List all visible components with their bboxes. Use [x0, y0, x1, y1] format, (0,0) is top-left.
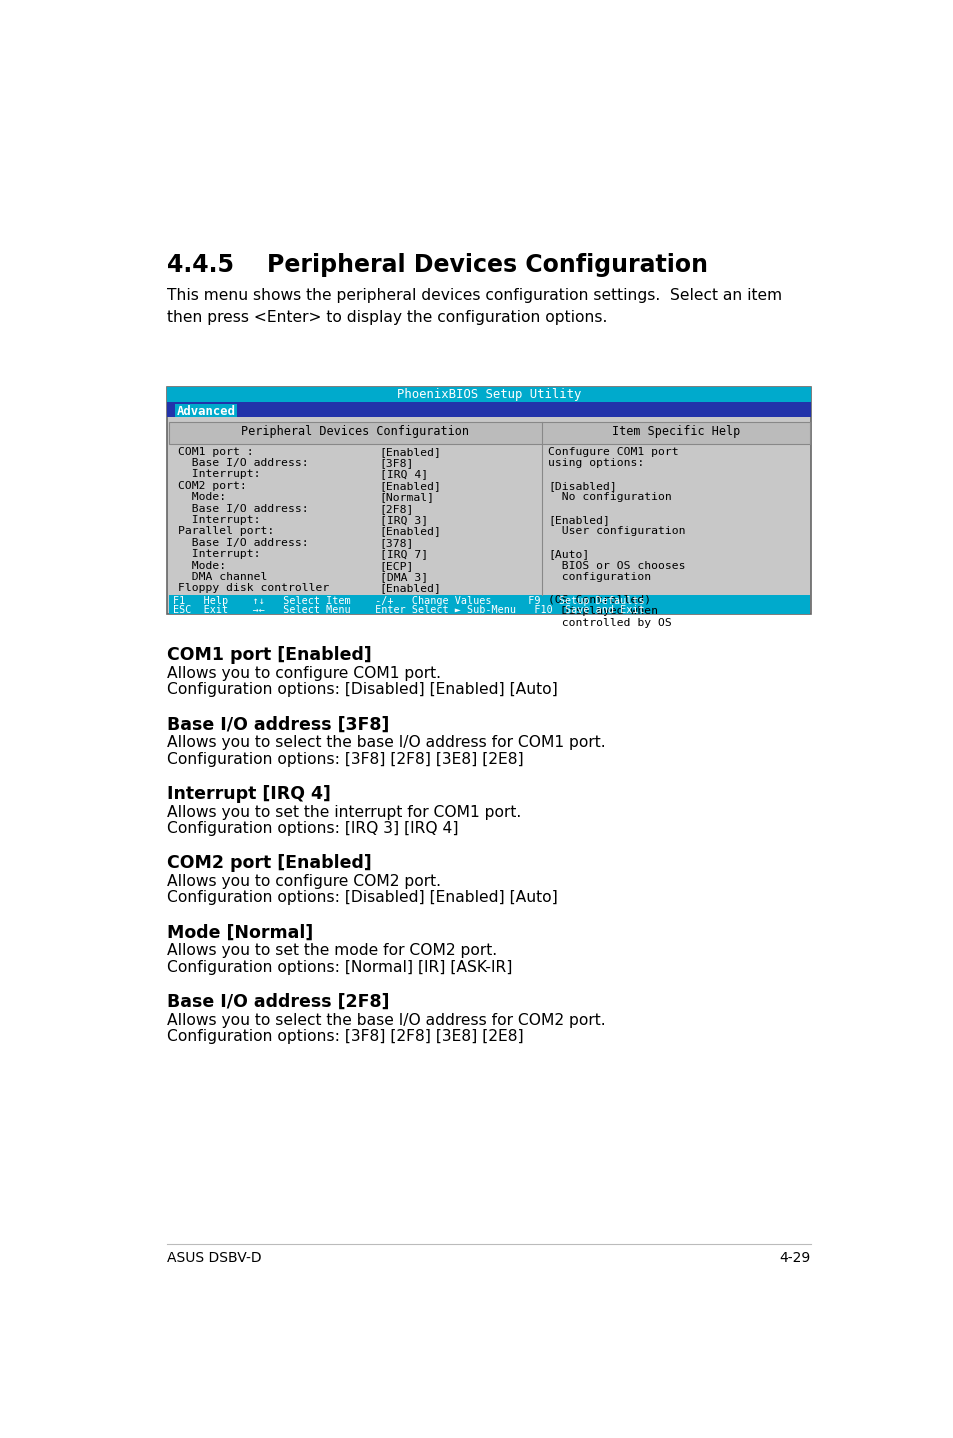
Text: Base I/O address:: Base I/O address:: [178, 538, 309, 548]
Text: Floppy disk controller: Floppy disk controller: [178, 584, 329, 594]
Text: Base I/O address [2F8]: Base I/O address [2F8]: [167, 992, 390, 1011]
Text: (OS Controlled): (OS Controlled): [547, 595, 651, 605]
Text: Interrupt:: Interrupt:: [178, 515, 260, 525]
Text: Interrupt [IRQ 4]: Interrupt [IRQ 4]: [167, 785, 331, 802]
Text: Base I/O address:: Base I/O address:: [178, 503, 309, 513]
Text: BIOS or OS chooses: BIOS or OS chooses: [547, 561, 685, 571]
Text: [2F8]: [2F8]: [379, 503, 414, 513]
Text: Base I/O address:: Base I/O address:: [178, 459, 309, 469]
Text: configuration: configuration: [547, 572, 651, 582]
Text: Allows you to set the mode for COM2 port.: Allows you to set the mode for COM2 port…: [167, 943, 497, 958]
Text: Base I/O address [3F8]: Base I/O address [3F8]: [167, 716, 389, 733]
Text: Item Specific Help: Item Specific Help: [611, 426, 740, 439]
Text: F1   Help    ↑↓   Select Item    -/+   Change Values      F9   Setup Defaults: F1 Help ↑↓ Select Item -/+ Change Values…: [173, 597, 644, 605]
Text: [Normal]: [Normal]: [379, 492, 435, 502]
Text: Configuration options: [3F8] [2F8] [3E8] [2E8]: Configuration options: [3F8] [2F8] [3E8]…: [167, 752, 523, 766]
Text: [DMA 3]: [DMA 3]: [379, 572, 427, 582]
Text: Allows you to set the interrupt for COM1 port.: Allows you to set the interrupt for COM1…: [167, 805, 521, 820]
Text: ESC  Exit    →←   Select Menu    Enter Select ► Sub-Menu   F10  Save and Exit: ESC Exit →← Select Menu Enter Select ► S…: [173, 605, 644, 615]
Bar: [167, 387, 810, 614]
Text: controlled by OS: controlled by OS: [547, 617, 671, 627]
Bar: [169, 421, 809, 443]
Text: [3F8]: [3F8]: [379, 459, 414, 469]
Text: [Enabled]: [Enabled]: [379, 584, 441, 594]
Text: [Disabled]: [Disabled]: [547, 480, 617, 490]
Text: [Enabled]: [Enabled]: [547, 515, 609, 525]
Text: Peripheral Devices Configuration: Peripheral Devices Configuration: [241, 426, 469, 439]
Text: Advanced: Advanced: [176, 406, 235, 418]
Text: Configuration options: [Disabled] [Enabled] [Auto]: Configuration options: [Disabled] [Enabl…: [167, 890, 558, 905]
Text: Configuration options: [IRQ 3] [IRQ 4]: Configuration options: [IRQ 3] [IRQ 4]: [167, 821, 458, 835]
Text: Interrupt:: Interrupt:: [178, 549, 260, 559]
Text: Mode:: Mode:: [178, 561, 226, 571]
Text: Mode:: Mode:: [178, 492, 226, 502]
Text: Interrupt:: Interrupt:: [178, 469, 260, 479]
Text: COM2 port:: COM2 port:: [178, 480, 247, 490]
Bar: [174, 404, 236, 417]
Text: [IRQ 7]: [IRQ 7]: [379, 549, 427, 559]
Text: Allows you to configure COM1 port.: Allows you to configure COM1 port.: [167, 666, 441, 682]
Text: User configuration: User configuration: [547, 526, 685, 536]
Text: [378]: [378]: [379, 538, 414, 548]
Text: PhoenixBIOS Setup Utility: PhoenixBIOS Setup Utility: [396, 388, 581, 401]
Text: [Auto]: [Auto]: [547, 549, 589, 559]
Text: Configuration options: [Normal] [IR] [ASK-IR]: Configuration options: [Normal] [IR] [AS…: [167, 959, 512, 975]
Text: Mode [Normal]: Mode [Normal]: [167, 923, 314, 942]
Text: COM1 port [Enabled]: COM1 port [Enabled]: [167, 646, 372, 664]
Text: No configuration: No configuration: [547, 492, 671, 502]
Text: ASUS DSBV-D: ASUS DSBV-D: [167, 1251, 262, 1264]
Text: Confugure COM1 port: Confugure COM1 port: [547, 447, 678, 457]
Text: Configuration options: [3F8] [2F8] [3E8] [2E8]: Configuration options: [3F8] [2F8] [3E8]…: [167, 1028, 523, 1044]
Text: [Enabled]: [Enabled]: [379, 447, 441, 457]
Text: [ECP]: [ECP]: [379, 561, 414, 571]
Text: [IRQ 4]: [IRQ 4]: [379, 469, 427, 479]
Bar: [169, 604, 809, 614]
Text: Parallel port:: Parallel port:: [178, 526, 274, 536]
Text: [Enabled]: [Enabled]: [379, 526, 441, 536]
Text: using options:: using options:: [547, 459, 643, 469]
Text: [IRQ 3]: [IRQ 3]: [379, 515, 427, 525]
Bar: [167, 403, 810, 417]
Text: DMA channel: DMA channel: [178, 572, 267, 582]
Text: [Enabled]: [Enabled]: [379, 480, 441, 490]
Text: Allows you to configure COM2 port.: Allows you to configure COM2 port.: [167, 874, 441, 889]
Text: Displayed when: Displayed when: [547, 607, 658, 617]
Text: Configuration options: [Disabled] [Enabled] [Auto]: Configuration options: [Disabled] [Enabl…: [167, 682, 558, 697]
Text: 4-29: 4-29: [779, 1251, 810, 1264]
Text: COM2 port [Enabled]: COM2 port [Enabled]: [167, 854, 372, 871]
Text: This menu shows the peripheral devices configuration settings.  Select an item
t: This menu shows the peripheral devices c…: [167, 288, 781, 325]
Text: 4.4.5    Peripheral Devices Configuration: 4.4.5 Peripheral Devices Configuration: [167, 253, 707, 278]
Text: Allows you to select the base I/O address for COM1 port.: Allows you to select the base I/O addres…: [167, 735, 605, 751]
Bar: [167, 387, 810, 403]
Text: Allows you to select the base I/O address for COM2 port.: Allows you to select the base I/O addres…: [167, 1012, 605, 1028]
Bar: [169, 595, 809, 604]
Text: COM1 port :: COM1 port :: [178, 447, 253, 457]
